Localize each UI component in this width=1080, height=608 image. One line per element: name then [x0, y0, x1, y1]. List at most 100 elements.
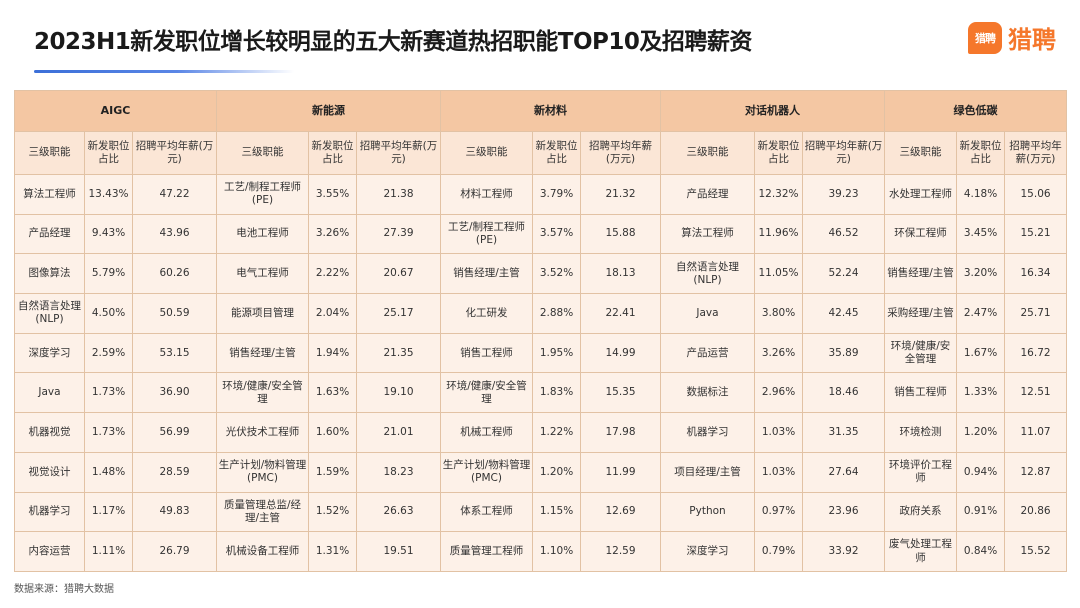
salary-cell: 15.21: [1004, 213, 1068, 255]
function-cell: 算法工程师: [14, 174, 85, 215]
salary-cell: 46.52: [801, 213, 886, 255]
function-cell: 能源项目管理: [216, 293, 309, 334]
function-cell: 化工研发: [440, 293, 533, 334]
function-cell: 环境/健康/安全管理: [884, 332, 958, 374]
table-row: 视觉设计 1.48% 28.59 生产计划/物料管理(PMC) 1.59% 18.23 生产…: [14, 451, 1068, 493]
function-cell: 深度学习: [660, 531, 755, 572]
data-source-note: 数据来源：猎聘大数据: [14, 584, 114, 595]
salary-cell: 11.07: [1004, 412, 1068, 453]
salary-cell: 18.46: [801, 372, 886, 414]
logo-text: 猎聘: [1008, 26, 1056, 54]
recruitment-table: AIGC 新能源 新材料 对话机器人 绿色低碳 三级职能 新发职位占比 招聘平均年薪…: [14, 90, 1068, 572]
function-cell: 机器学习: [660, 412, 755, 453]
salary-cell: 15.35: [580, 372, 661, 414]
salary-cell: 35.89: [801, 332, 886, 374]
function-cell: 机械设备工程师: [216, 531, 309, 572]
share-cell: 1.59%: [308, 451, 357, 493]
function-cell: 生产计划/物料管理(PMC): [440, 451, 533, 493]
function-cell: 数据标注: [660, 372, 755, 414]
sector-header-chatbot: 对话机器人: [659, 90, 886, 132]
salary-cell: 16.72: [1004, 332, 1068, 374]
salary-cell: 12.87: [1004, 451, 1068, 493]
share-cell: 3.45%: [956, 213, 1006, 255]
salary-cell: 16.34: [1004, 253, 1068, 295]
function-cell: 销售经理/主管: [216, 332, 309, 374]
salary-cell: 25.17: [356, 293, 441, 334]
salary-cell: 53.15: [132, 332, 217, 374]
column-header-function: 三级职能: [660, 131, 755, 175]
salary-cell: 23.96: [801, 491, 886, 533]
function-cell: 销售工程师: [440, 332, 533, 374]
function-cell: Python: [660, 491, 755, 533]
share-cell: 0.97%: [754, 491, 803, 533]
column-header-salary: 招聘平均年薪(万元): [132, 131, 217, 175]
salary-cell: 21.38: [356, 174, 441, 215]
share-cell: 1.22%: [532, 412, 581, 453]
share-cell: 4.18%: [956, 174, 1006, 215]
sector-header-new-materials: 新材料: [440, 90, 661, 132]
salary-cell: 36.90: [132, 372, 217, 414]
function-cell: 环保工程师: [884, 213, 958, 255]
salary-cell: 14.99: [580, 332, 661, 374]
function-cell: Java: [660, 293, 755, 334]
share-cell: 3.52%: [532, 253, 581, 295]
function-cell: 机器视觉: [14, 412, 85, 453]
function-cell: 光伏技术工程师: [216, 412, 309, 453]
share-cell: 1.11%: [84, 531, 133, 572]
share-cell: 4.50%: [84, 293, 133, 334]
share-cell: 1.48%: [84, 451, 133, 493]
share-cell: 1.52%: [308, 491, 357, 533]
function-cell: 项目经理/主管: [660, 451, 755, 493]
table-row: 深度学习 2.59% 53.15 销售经理/主管 1.94% 21.35 销售工程师 1.95…: [14, 332, 1068, 374]
function-cell: 电池工程师: [216, 213, 309, 255]
share-cell: 1.73%: [84, 372, 133, 414]
function-cell: 材料工程师: [440, 174, 533, 215]
share-cell: 3.57%: [532, 213, 581, 255]
share-cell: 1.60%: [308, 412, 357, 453]
share-cell: 2.96%: [754, 372, 803, 414]
function-cell: 环境/健康/安全管理: [440, 372, 533, 414]
function-cell: 环境检测: [884, 412, 958, 453]
share-cell: 3.79%: [532, 174, 581, 215]
share-cell: 1.67%: [956, 332, 1006, 374]
function-cell: 电气工程师: [216, 253, 309, 295]
share-cell: 1.83%: [532, 372, 581, 414]
sector-header-row: AIGC 新能源 新材料 对话机器人 绿色低碳: [14, 90, 1068, 132]
salary-cell: 12.59: [580, 531, 661, 572]
function-cell: 产品经理: [14, 213, 85, 255]
share-cell: 3.80%: [754, 293, 803, 334]
function-cell: 产品经理: [660, 174, 755, 215]
column-header-function: 三级职能: [14, 131, 85, 175]
share-cell: 1.03%: [754, 412, 803, 453]
function-cell: 工艺/制程工程师(PE): [216, 174, 309, 215]
table-row: 内容运营 1.11% 26.79 机械设备工程师 1.31% 19.51 质量管理工程师 1.…: [14, 531, 1068, 572]
salary-cell: 18.13: [580, 253, 661, 295]
function-cell: 销售工程师: [884, 372, 958, 414]
function-cell: 机械工程师: [440, 412, 533, 453]
function-cell: 销售经理/主管: [440, 253, 533, 295]
share-cell: 1.03%: [754, 451, 803, 493]
column-header-function: 三级职能: [884, 131, 958, 175]
sector-header-new-energy: 新能源: [216, 90, 441, 132]
column-header-salary: 招聘平均年薪(万元): [356, 131, 441, 175]
function-cell: 环境评价工程师: [884, 451, 958, 493]
salary-cell: 22.41: [580, 293, 661, 334]
liepin-logo: 猎聘 猎聘: [968, 20, 1056, 55]
share-cell: 3.55%: [308, 174, 357, 215]
table-row: 算法工程师 13.43% 47.22 工艺/制程工程师(PE) 3.55% 21.38 材料…: [14, 174, 1068, 215]
function-cell: 体系工程师: [440, 491, 533, 533]
share-cell: 1.17%: [84, 491, 133, 533]
table-row: Java 1.73% 36.90 环境/健康/安全管理 1.63% 19.10 环境/健康/…: [14, 372, 1068, 414]
share-cell: 1.31%: [308, 531, 357, 572]
function-cell: 销售经理/主管: [884, 253, 958, 295]
salary-cell: 50.59: [132, 293, 217, 334]
table-row: 产品经理 9.43% 43.96 电池工程师 3.26% 27.39 工艺/制程工程师(PE…: [14, 213, 1068, 255]
salary-cell: 60.26: [132, 253, 217, 295]
salary-cell: 27.39: [356, 213, 441, 255]
salary-cell: 19.51: [356, 531, 441, 572]
table-row: 自然语言处理(NLP) 4.50% 50.59 能源项目管理 2.04% 25.17 化工研…: [14, 293, 1068, 334]
share-cell: 3.26%: [754, 332, 803, 374]
page-title: 2023H1新发职位增长较明显的五大新赛道热招职能TOP10及招聘薪资: [34, 29, 752, 55]
share-cell: 3.20%: [956, 253, 1006, 295]
sector-header-aigc: AIGC: [14, 90, 217, 132]
